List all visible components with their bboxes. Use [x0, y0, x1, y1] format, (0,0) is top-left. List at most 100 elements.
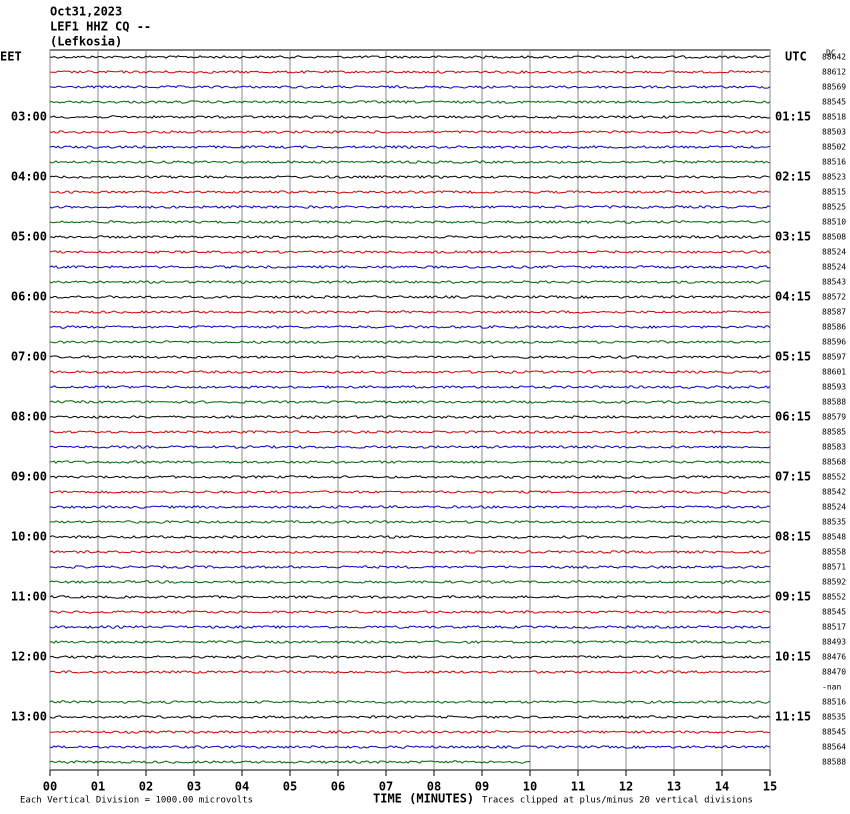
- left-time: 08:00: [11, 410, 47, 424]
- trace: [49, 730, 771, 734]
- trace-label: 88524: [822, 248, 846, 257]
- trace-label: 88564: [822, 743, 846, 752]
- x-tick-label: 12: [619, 780, 633, 794]
- trace: [49, 640, 771, 644]
- x-tick-label: 09: [475, 780, 489, 794]
- trace-label: 88572: [822, 293, 846, 302]
- trace-label: 88587: [822, 308, 846, 317]
- trace: [49, 595, 771, 599]
- trace-label: 88552: [822, 473, 846, 482]
- trace-label: 88588: [822, 398, 846, 407]
- trace-label: 88586: [822, 323, 846, 332]
- left-time: 10:00: [11, 530, 47, 544]
- x-tick-label: 13: [667, 780, 681, 794]
- right-time: 05:15: [775, 350, 811, 364]
- right-time: 03:15: [775, 230, 811, 244]
- trace-label: 88569: [822, 83, 846, 92]
- trace-label: 88545: [822, 728, 846, 737]
- trace: [49, 580, 771, 584]
- trace-label: 88596: [822, 338, 846, 347]
- trace-label: 88476: [822, 653, 846, 662]
- trace-label: 88516: [822, 698, 846, 707]
- trace-label: 88502: [822, 143, 846, 152]
- x-tick-label: 15: [763, 780, 777, 794]
- trace-label: 88545: [822, 608, 846, 617]
- trace-label: 88583: [822, 443, 846, 452]
- trace-label: 88585: [822, 428, 846, 437]
- trace: [50, 85, 771, 89]
- title-location: (Lefkosia): [50, 35, 122, 49]
- right-time: 01:15: [775, 110, 811, 124]
- trace: [49, 295, 771, 299]
- left-time: 03:00: [11, 110, 47, 124]
- right-time: 06:15: [775, 410, 811, 424]
- trace-label: 88508: [822, 233, 846, 242]
- trace-label: 88601: [822, 368, 846, 377]
- trace-label: 88571: [822, 563, 846, 572]
- trace: [50, 505, 771, 509]
- trace: [49, 535, 771, 539]
- trace: [49, 325, 771, 329]
- trace-label: 88588: [822, 758, 846, 767]
- trace: [49, 310, 771, 314]
- right-zone: UTC: [785, 50, 807, 64]
- trace-label: 88503: [822, 128, 846, 137]
- trace: [49, 385, 771, 389]
- trace-label: 88517: [822, 623, 846, 632]
- trace: [49, 115, 771, 119]
- trace-label: 88524: [822, 503, 846, 512]
- trace: [49, 655, 771, 659]
- trace-label: 88592: [822, 578, 846, 587]
- trace-label: 88642: [822, 53, 846, 62]
- trace: [49, 400, 771, 404]
- trace: [49, 625, 771, 629]
- trace-label: 88518: [822, 113, 846, 122]
- trace: [49, 175, 771, 179]
- trace: [49, 460, 771, 464]
- right-time: 04:15: [775, 290, 811, 304]
- right-time: 10:15: [775, 650, 811, 664]
- trace: [49, 670, 771, 674]
- x-tick-label: 02: [139, 780, 153, 794]
- title-date: Oct31,2023: [50, 5, 122, 19]
- right-time: 02:15: [775, 170, 811, 184]
- trace-label: 88470: [822, 668, 846, 677]
- left-time: 13:00: [11, 710, 47, 724]
- trace: [49, 610, 771, 614]
- trace-label: 88548: [822, 533, 846, 542]
- scale-note: Each Vertical Division = 1000.00 microvo…: [20, 796, 253, 806]
- left-time: 05:00: [11, 230, 47, 244]
- trace-label: 88525: [822, 203, 846, 212]
- x-tick-label: 01: [91, 780, 105, 794]
- trace: [49, 280, 771, 284]
- left-time: 11:00: [11, 590, 47, 604]
- trace: [49, 370, 771, 374]
- x-tick-label: 00: [43, 780, 57, 794]
- trace: [49, 715, 771, 719]
- x-tick-label: 10: [523, 780, 537, 794]
- left-time: 12:00: [11, 650, 47, 664]
- trace: [49, 700, 771, 704]
- right-time: 07:15: [775, 470, 811, 484]
- x-tick-label: 06: [331, 780, 345, 794]
- plot-frame: [49, 49, 771, 771]
- trace-label: 88552: [822, 593, 846, 602]
- trace-label: 88558: [822, 548, 846, 557]
- trace: [49, 520, 771, 524]
- trace-label: 88535: [822, 713, 846, 722]
- right-time: 09:15: [775, 590, 811, 604]
- left-zone: EET: [0, 50, 22, 64]
- trace-label: 88612: [822, 68, 846, 77]
- trace: [49, 475, 771, 479]
- trace-label: 88523: [822, 173, 846, 182]
- trace: [49, 265, 771, 269]
- trace: [49, 340, 771, 344]
- trace-label: 88516: [822, 158, 846, 167]
- trace: [49, 145, 771, 149]
- trace: [49, 490, 771, 494]
- left-time: 04:00: [11, 170, 47, 184]
- trace: [49, 250, 771, 254]
- trace: [49, 355, 771, 359]
